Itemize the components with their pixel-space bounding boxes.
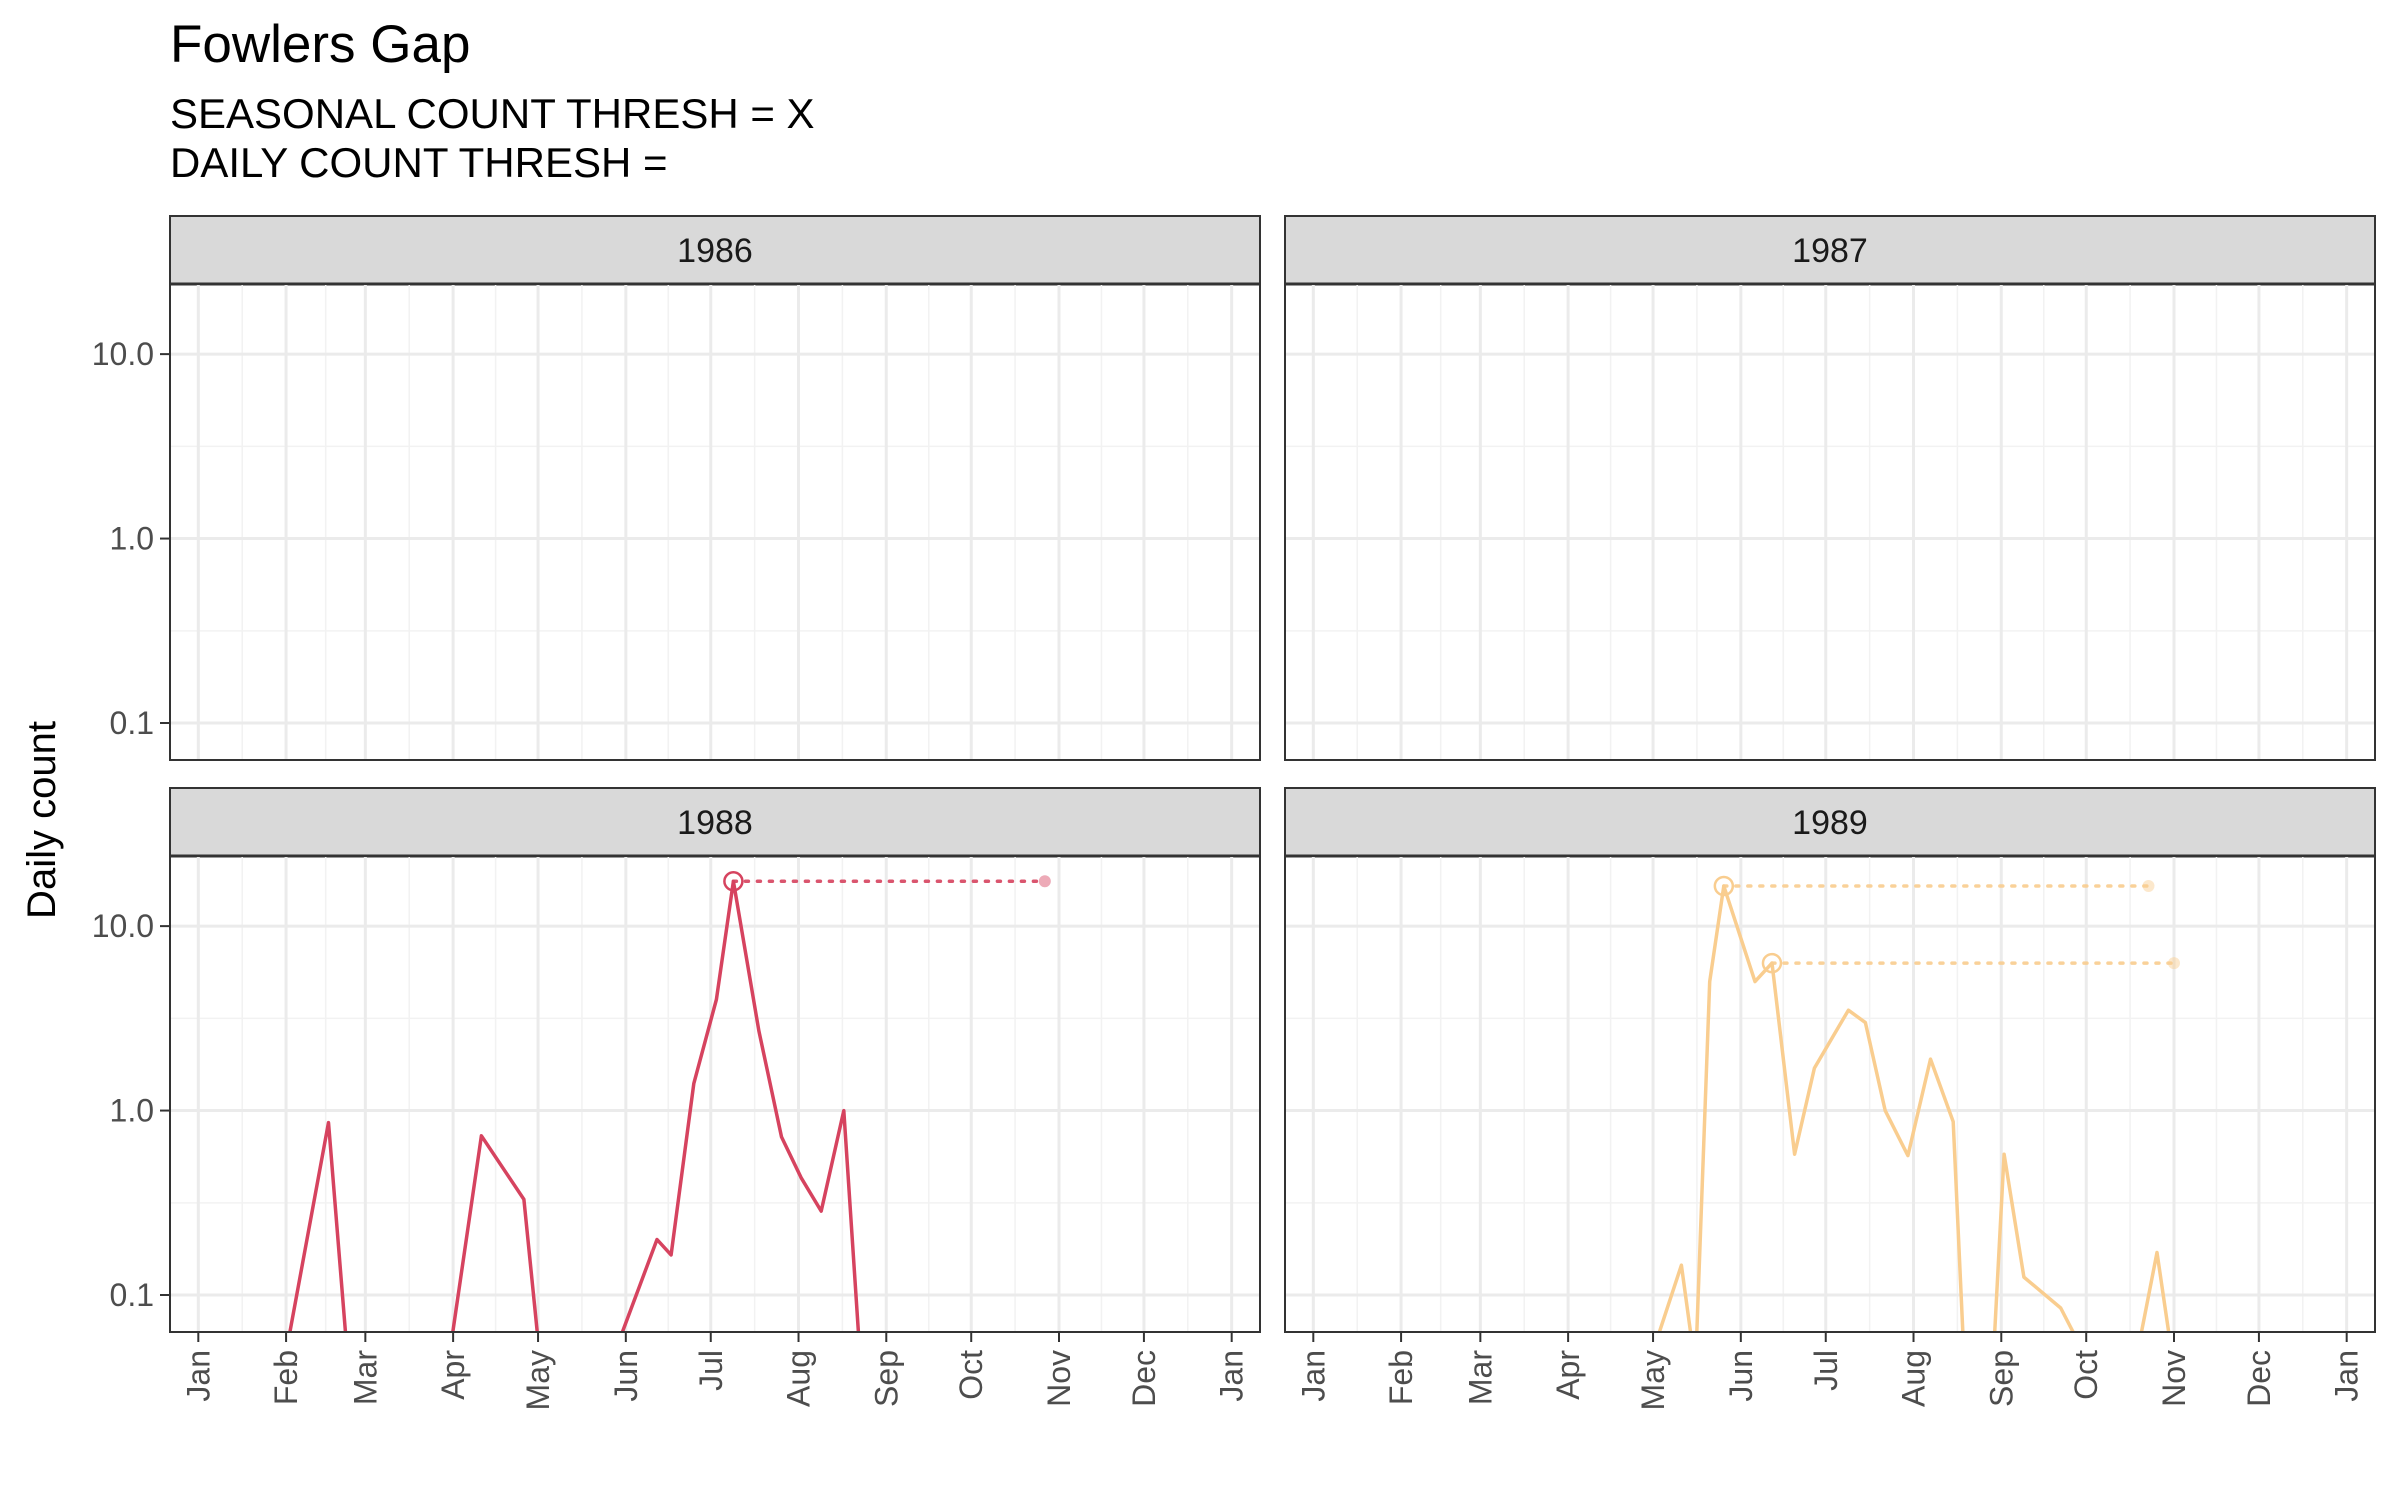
panel-1988-y-tick-label: 1.0 [110, 1093, 154, 1129]
panel-1988-x-tick-label: Sep [868, 1350, 904, 1407]
panel-1989-x-tick-label: Apr [1550, 1350, 1586, 1400]
chart-subtitle-line-1: SEASONAL COUNT THRESH = X [170, 90, 815, 137]
panel-1989-x-tick-label: Jan [1295, 1350, 1331, 1402]
panel-1988-peak-marker [723, 871, 744, 892]
panel-1989-x-tick-label: Dec [2241, 1350, 2277, 1407]
panel-1989-peak-end-point [2142, 880, 2155, 893]
panel-1989-strip-label: 1989 [1792, 804, 1868, 842]
panel-1986-y-tick-label: 1.0 [110, 521, 154, 557]
panel-1989-strip [1284, 787, 2376, 857]
panel-1988-y-tick-label: 10.0 [92, 908, 154, 944]
panel-1988-y-tick-label: 0.1 [110, 1277, 154, 1313]
panel-1989-border [1284, 855, 2376, 1333]
panel-1989-peak-end-point [2167, 957, 2180, 970]
panel-1988-x-tick-label: Apr [435, 1350, 471, 1400]
y-axis-label: Daily count [20, 721, 64, 919]
panel-1987-strip [1284, 215, 2376, 285]
panel-1986-strip [169, 215, 1261, 285]
panel-1989-peak-marker [1713, 875, 1735, 897]
panel-1988-x-tick-label: Jul [693, 1350, 729, 1391]
panel-1988-x-tick-label: Mar [347, 1350, 383, 1405]
panel-1989-x-tick-label: Sep [1983, 1350, 2019, 1407]
panel-1988-x-tick-label: Feb [268, 1350, 304, 1405]
panel-1989-x-tick-label: Aug [1896, 1350, 1932, 1407]
panel-1988-x-tick-label: Jun [608, 1350, 644, 1402]
panel-1987-border [1284, 283, 2376, 761]
panel-1986-y-tick-label: 10.0 [92, 336, 154, 372]
panel-1986-y-tick-label: 0.1 [110, 705, 154, 741]
panel-1988-x-tick-label: Nov [1041, 1350, 1077, 1407]
panel-1989-x-tick-label: Nov [2156, 1350, 2192, 1407]
panel-1988-x-tick-label: Dec [1126, 1350, 1162, 1407]
panel-1986-strip-label: 1986 [677, 232, 753, 270]
chart-subtitle-line-2: DAILY COUNT THRESH = [170, 139, 668, 186]
panel-1989-peak-marker [1761, 952, 1783, 974]
panel-1989-x-tick-label: Jan [2329, 1350, 2365, 1402]
panel-1986-border [169, 283, 1261, 761]
panel-1989-x-tick-label: May [1635, 1350, 1671, 1410]
panel-1988-border [169, 855, 1261, 1333]
panel-1989-series-line [1657, 884, 2171, 1332]
panel-1988-x-tick-label: Jan [180, 1350, 216, 1402]
panel-1988-strip [169, 787, 1261, 857]
panel-1988-x-tick-label: Oct [953, 1350, 989, 1400]
panel-1989-x-tick-label: Oct [2068, 1350, 2104, 1400]
panel-1989-x-tick-label: Feb [1383, 1350, 1419, 1405]
panel-1989-x-tick-label: Jul [1808, 1350, 1844, 1391]
panel-1989-x-tick-label: Jun [1723, 1350, 1759, 1402]
panel-1988-series-line [288, 879, 861, 1332]
panel-1988-strip-label: 1988 [677, 804, 753, 842]
panel-1988-x-tick-label: Jan [1214, 1350, 1250, 1402]
chart-title: Fowlers Gap [170, 15, 471, 74]
panel-1989-x-tick-label: Mar [1462, 1350, 1498, 1405]
panel-1988-x-tick-label: Aug [781, 1350, 817, 1407]
panel-1988-x-tick-label: May [520, 1350, 556, 1410]
panel-1987-strip-label: 1987 [1792, 232, 1868, 270]
panel-1988-peak-end-point [1038, 875, 1051, 888]
